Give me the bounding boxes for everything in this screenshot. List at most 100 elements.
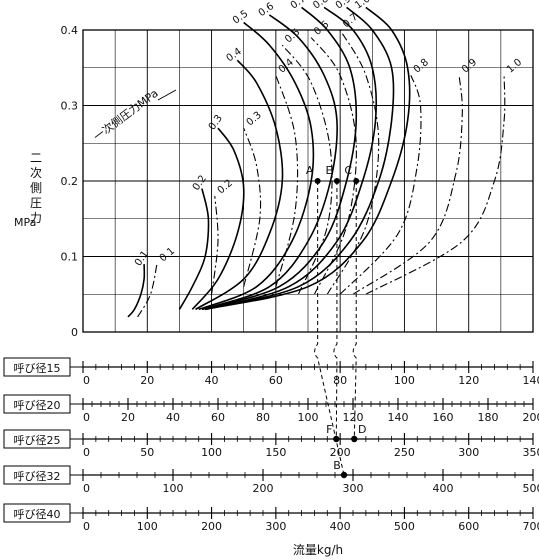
y-tick-label: 0: [71, 326, 78, 339]
curve-dashdot-0.6: [310, 37, 357, 295]
plot-frame: [82, 29, 534, 333]
scale-tick-label: 200: [201, 520, 222, 533]
scale-tick-label: 250: [394, 446, 415, 459]
curve-label-dashdot: 0.7: [341, 12, 360, 31]
guide-E-F: [333, 181, 338, 440]
curve-solid-0.6: [201, 14, 338, 311]
y-axis-label-char: 力: [30, 211, 42, 225]
curve-dashdot-0.3: [243, 127, 262, 287]
scale-tick-label: 150: [265, 446, 286, 459]
curve-solid-0.5: [198, 21, 315, 311]
operating-points: A E C F D B: [306, 164, 367, 479]
curve-label-dashdot: 0.3: [245, 110, 264, 129]
scale-tick-label: 700: [523, 520, 539, 533]
curve-label-dashdot: 0.6: [312, 19, 331, 38]
scale-tick-label: 100: [201, 446, 222, 459]
point-A: [314, 178, 321, 184]
scale-tick-label: 100: [163, 482, 184, 495]
scale-tick-label: 60: [211, 411, 225, 424]
y-tick-label: 0.2: [61, 175, 79, 188]
curve-solid-0.9: [204, 6, 395, 311]
curve-dashdot-0.7: [326, 29, 380, 295]
y-unit-label: MPa: [14, 216, 36, 229]
point-label-C: C: [344, 164, 352, 177]
curve-solid-0.3: [191, 127, 245, 310]
curve-label-solid: 0.7: [289, 0, 308, 12]
scale-tick-label: 350: [523, 446, 539, 459]
point-label-A: A: [306, 164, 314, 177]
scale-tick-label: 600: [458, 520, 479, 533]
y-axis-label-char: 圧: [30, 196, 42, 210]
guide-C-D: [352, 181, 357, 440]
curve-dashdot-1.0: [365, 75, 506, 295]
curve-label-solid: 0.8: [311, 0, 330, 12]
scale-tick-label: 300: [458, 446, 479, 459]
curve-dashdot-0.5: [281, 44, 333, 295]
y-axis-label-char: 側: [30, 181, 42, 195]
curve-label-solid: 0.1: [133, 249, 151, 268]
scale-tick-label: 300: [343, 482, 364, 495]
y-axis-label-char: 二: [30, 151, 42, 165]
point-C: [353, 178, 360, 184]
scale-tick-label: 60: [269, 374, 283, 387]
guide-lines: [314, 181, 357, 476]
curve-solid-0.4: [195, 59, 284, 311]
curve-dashdot-0.8: [339, 75, 422, 295]
point-label-E: E: [325, 164, 332, 177]
scale-tick-label: 200: [330, 446, 351, 459]
scale-tick-label: 50: [140, 446, 154, 459]
scale-label: 呼び径40: [14, 508, 61, 521]
curve-label-solid: 0.3: [207, 113, 225, 132]
curve-solid-0.7: [201, 6, 358, 311]
y-tick-label: 0.1: [61, 251, 79, 264]
chart-grid: [82, 29, 534, 333]
curve-solid-0.1: [127, 264, 146, 318]
curve-dashdot-0.9: [352, 75, 463, 295]
curve-label-dashdot: 1.0: [505, 57, 524, 76]
curve-label-dashdot: 0.9: [460, 57, 479, 76]
curve-label-solid: 0.9: [334, 0, 353, 12]
scale-tick-label: 0: [83, 411, 90, 424]
curve-dashdot-0.4: [275, 75, 299, 287]
y-tick-label: 0.3: [61, 100, 79, 113]
nominal-size-scales: 呼び径15 0 20 40 60 80 100 120 140 呼び径20 0 20 40 60 80 100…: [3, 357, 539, 533]
scale-tick-label: 0: [83, 482, 90, 495]
scale-tick-label: 200: [523, 411, 539, 424]
scale-tick-label: 300: [265, 520, 286, 533]
curve-layer: 0.10.20.30.40.5 0.6 0.7 0.8 0.9 1.00.10.20.30…: [90, 0, 524, 318]
curve-label-dashdot: 0.8: [412, 57, 431, 76]
scale-tick-label: 100: [298, 411, 319, 424]
family-label: 一次側圧力MPa: [90, 86, 160, 144]
scale-tick-label: 140: [523, 374, 539, 387]
curve-label-solid: 0.6: [257, 1, 276, 19]
scale-point-label-F: F: [326, 423, 332, 436]
curve-label-solid: 0.2: [191, 173, 209, 192]
curve-dashdot-0.2: [211, 196, 219, 295]
scale-point-label-D: D: [358, 423, 366, 436]
scale-label: 呼び径32: [14, 470, 61, 483]
y-axis-label-char: 次: [30, 166, 42, 180]
curve-label-solid: 0.4: [225, 46, 244, 64]
scale-tick-label: 20: [140, 374, 154, 387]
curve-label-solid: 1.0: [353, 0, 372, 12]
point-E: [333, 178, 340, 184]
curve-solid-1.0: [204, 6, 411, 311]
scale-tick-label: 120: [343, 411, 364, 424]
curve-label-dashdot: 0.2: [216, 178, 235, 197]
scale-tick-label: 160: [433, 411, 454, 424]
x-axis-label: 流量kg/h: [293, 543, 343, 557]
scale-tick-label: 100: [137, 520, 158, 533]
curve-solid-0.8: [204, 6, 377, 311]
scale-tick-label: 500: [523, 482, 539, 495]
scale-tick-label: 500: [394, 520, 415, 533]
scale-tick-label: 20: [121, 411, 135, 424]
scale-tick-label: 0: [83, 374, 90, 387]
scale-tick-label: 400: [330, 520, 351, 533]
scale-tick-label: 0: [83, 446, 90, 459]
scale-label: 呼び径20: [14, 399, 61, 412]
scale-tick-label: 80: [256, 411, 270, 424]
scale-point-label-B: B: [333, 459, 341, 472]
scale-tick-label: 200: [253, 482, 274, 495]
